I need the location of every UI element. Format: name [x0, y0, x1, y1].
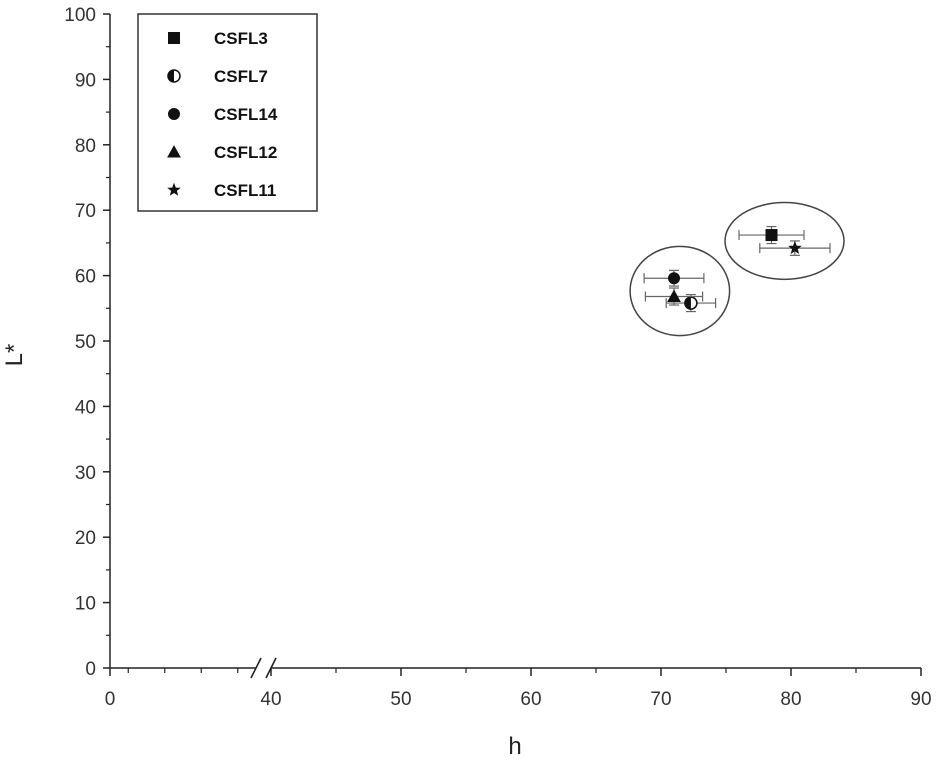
x-tick-label: 70	[650, 689, 671, 710]
triangle-marker	[167, 145, 181, 158]
x-tick-label: 0	[105, 689, 116, 710]
cluster-ellipse	[629, 245, 731, 337]
cluster-ellipses	[629, 201, 845, 337]
y-tick-label: 50	[75, 332, 96, 353]
square-marker	[168, 32, 180, 44]
star-marker	[788, 240, 802, 254]
y-tick-label: 40	[75, 397, 96, 418]
half-filled-circle-marker	[167, 69, 181, 83]
y-tick-label: 60	[75, 267, 96, 288]
data-point-csfl12	[644, 287, 704, 306]
legend-label: CSFL3	[214, 29, 268, 48]
y-axis-title: L*	[1, 344, 28, 367]
legend-label: CSFL11	[214, 181, 276, 200]
half-filled-circle-marker	[684, 296, 698, 310]
data-point-csfl11	[759, 240, 831, 256]
y-tick-label: 70	[75, 201, 96, 222]
data-point-csfl14	[643, 269, 705, 287]
legend-label: CSFL14	[214, 105, 278, 124]
x-axis-ticks: 0 40 50 60 70 80 90	[105, 668, 932, 710]
x-tick-label: 80	[780, 689, 801, 710]
legend-item: CSFL14	[168, 105, 278, 124]
square-marker	[765, 229, 778, 242]
y-tick-label: 80	[75, 136, 96, 157]
legend: CSFL3 CSFL7 CSFL14 CSFL12 CSFL11	[137, 13, 318, 212]
star-marker	[167, 182, 181, 196]
data-point-csfl3	[738, 225, 805, 245]
circle-marker	[668, 272, 680, 285]
legend-item: CSFL3	[168, 29, 268, 48]
data-points	[643, 225, 831, 313]
cluster-ellipse	[724, 201, 845, 281]
x-tick-label: 90	[910, 689, 931, 710]
y-tick-label: 10	[75, 594, 96, 615]
triangle-marker	[667, 289, 681, 303]
y-tick-label: 100	[64, 5, 96, 26]
y-tick-label: 30	[75, 463, 96, 484]
y-tick-label: 20	[75, 528, 96, 549]
legend-box	[137, 13, 318, 212]
legend-item: CSFL7	[167, 67, 268, 86]
x-axis-title: h	[508, 733, 521, 760]
y-axis-ticks: 0 10 20 30 40 50 60 70 80 90 100	[64, 5, 110, 680]
legend-item: CSFL12	[167, 143, 277, 162]
x-tick-label: 60	[520, 689, 541, 710]
y-tick-label: 90	[75, 70, 96, 91]
legend-items: CSFL3 CSFL7 CSFL14 CSFL12 CSFL11	[167, 29, 278, 200]
y-tick-label: 0	[85, 659, 96, 680]
x-tick-label: 40	[260, 689, 281, 710]
circle-marker	[168, 108, 180, 120]
legend-label: CSFL12	[214, 143, 277, 162]
legend-item: CSFL11	[167, 181, 276, 200]
x-tick-label: 50	[390, 689, 411, 710]
legend-label: CSFL7	[214, 67, 268, 86]
